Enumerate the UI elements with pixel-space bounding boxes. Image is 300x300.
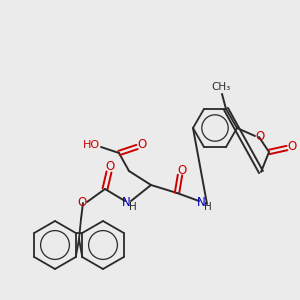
Text: H: H	[204, 202, 212, 212]
Text: H: H	[129, 202, 137, 212]
Text: O: O	[177, 164, 187, 176]
Text: O: O	[105, 160, 115, 173]
Text: O: O	[77, 196, 87, 209]
Text: O: O	[287, 140, 297, 152]
Text: HO: HO	[82, 140, 100, 150]
Text: N: N	[122, 196, 130, 208]
Text: O: O	[255, 130, 265, 142]
Text: N: N	[196, 196, 206, 209]
Text: CH₃: CH₃	[212, 82, 231, 92]
Text: O: O	[137, 139, 147, 152]
